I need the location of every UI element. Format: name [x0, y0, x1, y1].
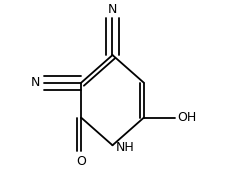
Text: NH: NH — [116, 141, 135, 154]
Text: OH: OH — [177, 111, 196, 124]
Text: N: N — [108, 2, 117, 15]
Text: O: O — [76, 155, 86, 168]
Text: N: N — [31, 76, 40, 89]
